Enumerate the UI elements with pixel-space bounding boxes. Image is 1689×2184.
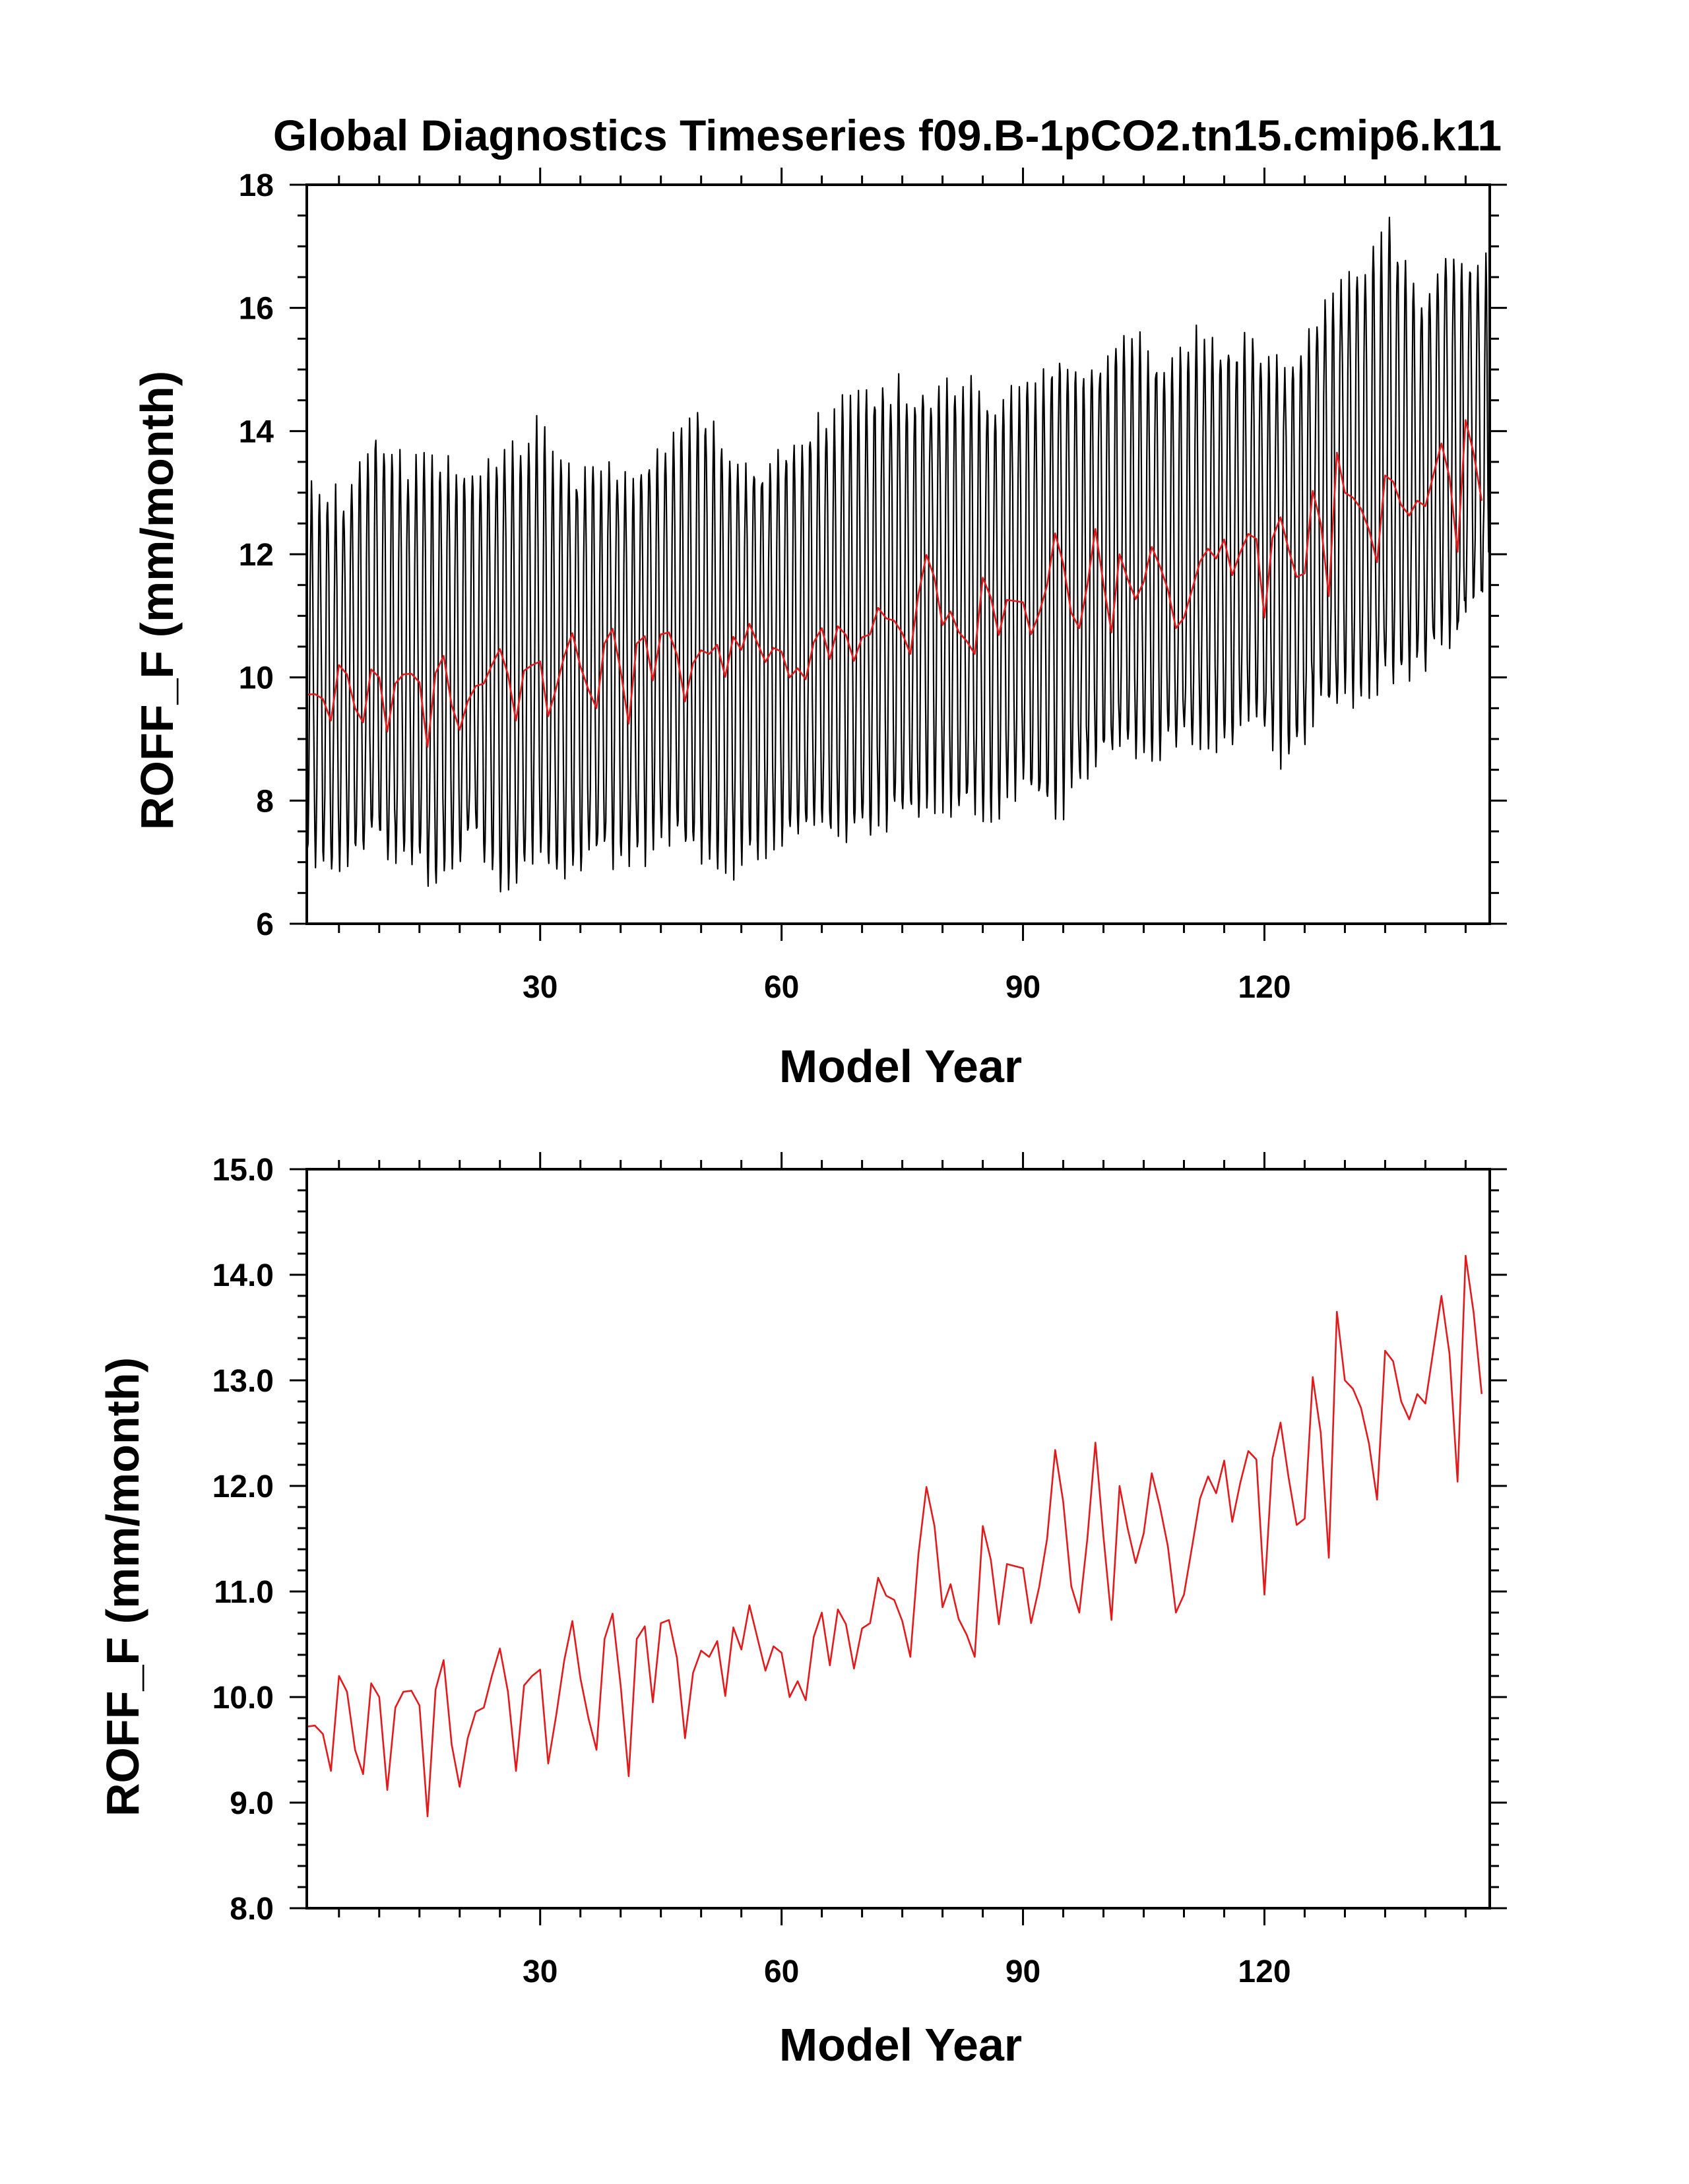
bottom-y-tick-label: 13.0 (212, 1364, 274, 1399)
top-y-tick-label: 18 (239, 168, 274, 203)
bottom-y-tick-label: 8.0 (230, 1892, 274, 1927)
bottom-y-tick-label: 9.0 (230, 1786, 274, 1821)
top-series-monthly (305, 216, 1490, 893)
bottom-y-tick-label: 15.0 (212, 1153, 274, 1188)
bottom-panel: Model Year ROFF_F (mm/month) 8.0 9.0 10.0 1… (97, 1152, 1507, 2071)
top-y-tick-label: 12 (239, 538, 274, 573)
bottom-x-tick-label: 120 (1238, 1954, 1291, 1989)
bottom-y-tick-label: 11.0 (214, 1575, 274, 1610)
bottom-y-tick-label: 10.0 (212, 1681, 274, 1716)
top-series-annual-mean (306, 419, 1483, 748)
top-y-tick-label: 14 (239, 414, 274, 449)
bottom-tick-marks (290, 1152, 1507, 1925)
top-x-axis-label: Model Year (779, 1041, 1022, 1092)
top-x-tick-label: 30 (523, 970, 558, 1005)
top-panel: Model Year ROFF_F (mm/month) 6 8 10 12 14 16 1… (131, 168, 1507, 1092)
figure-title: Global Diagnostics Timeseries f09.B-1pCO… (273, 111, 1502, 160)
bottom-y-tick-label: 12.0 (212, 1469, 274, 1504)
top-y-axis-label: ROFF_F (mm/month) (131, 371, 183, 830)
top-y-tick-label: 8 (256, 784, 274, 819)
bottom-x-tick-label: 90 (1005, 1954, 1040, 1989)
bottom-y-axis-label: ROFF_F (mm/month) (97, 1357, 148, 1816)
bottom-x-tick-label: 30 (523, 1954, 558, 1989)
top-x-tick-label: 120 (1238, 970, 1291, 1005)
top-x-tick-label: 60 (764, 970, 799, 1005)
top-x-tick-label: 90 (1005, 970, 1040, 1005)
top-y-tick-label: 16 (239, 292, 274, 327)
bottom-series-annual-mean (306, 1254, 1483, 1818)
top-tick-marks (290, 168, 1507, 941)
bottom-x-axis-label: Model Year (779, 2019, 1022, 2071)
top-y-tick-label: 10 (239, 661, 274, 696)
bottom-x-tick-label: 60 (764, 1954, 799, 1989)
top-y-tick-label: 6 (256, 907, 274, 942)
bottom-y-tick-label: 14.0 (212, 1258, 274, 1293)
bottom-plot-frame (305, 1168, 1491, 1910)
